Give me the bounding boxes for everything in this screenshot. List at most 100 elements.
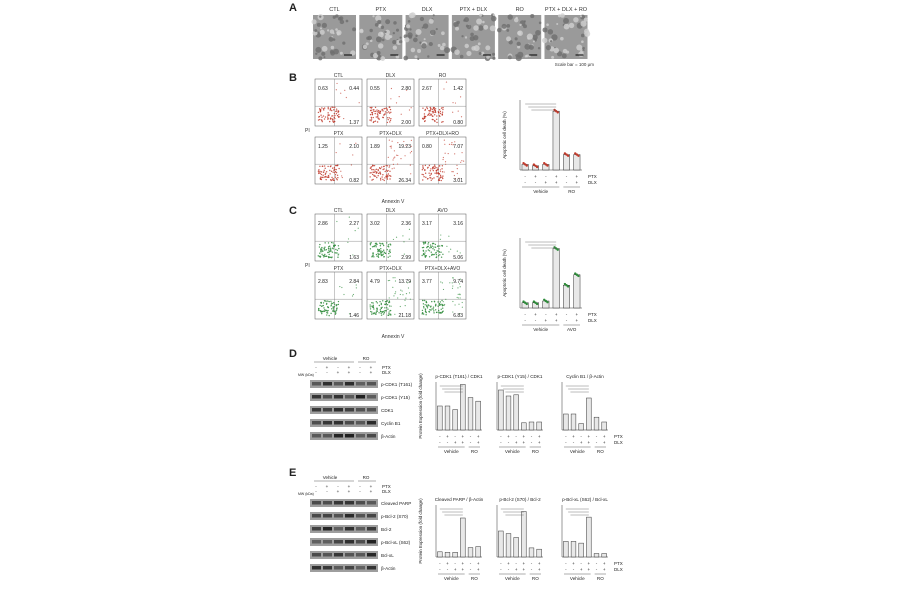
event-dot (386, 248, 388, 251)
event-dot (381, 176, 383, 178)
event-dot (333, 301, 335, 304)
sign-mark: + (348, 370, 351, 375)
event-dot (380, 312, 382, 315)
band-label: p-CDK1 (Y15) (381, 395, 410, 400)
cell (372, 15, 375, 18)
event-dot (440, 281, 442, 283)
event-dot (441, 176, 443, 179)
event-dot (369, 306, 371, 308)
event-dot (331, 247, 334, 249)
event-dot (332, 106, 334, 109)
event-dot (390, 111, 392, 113)
event-dot (388, 252, 390, 255)
event-dot (428, 164, 431, 167)
cell (428, 18, 434, 24)
sign-mark: - (439, 567, 441, 572)
band (345, 408, 354, 412)
event-dot (376, 111, 378, 113)
cell (492, 56, 496, 60)
band-label: Bcl-xL (381, 553, 394, 558)
event-dot (321, 107, 323, 109)
event-dot (327, 117, 329, 119)
event-dot (374, 169, 376, 171)
event-dot (376, 255, 378, 257)
quadrant-value: 2.00 (401, 120, 411, 126)
quadrant-value: 2.83 (318, 279, 328, 285)
event-dot (408, 228, 411, 230)
cell (369, 39, 373, 43)
bar (513, 394, 519, 431)
event-dot (433, 300, 436, 302)
event-dot (456, 296, 458, 299)
event-dot (389, 119, 392, 122)
event-dot (441, 165, 444, 167)
cell (345, 19, 349, 23)
event-dot (319, 243, 321, 246)
event-dot (319, 255, 322, 258)
event-dot (323, 109, 325, 111)
event-dot (380, 303, 382, 306)
event-dot (388, 312, 390, 315)
sign-mark: + (555, 174, 558, 179)
event-dot (355, 142, 357, 144)
cell (408, 12, 414, 19)
event-dot (382, 116, 384, 119)
event-dot (380, 314, 383, 316)
event-dot (319, 304, 321, 307)
event-dot (422, 118, 424, 120)
sign-mark: + (538, 434, 541, 439)
event-dot (410, 173, 412, 175)
event-dot (440, 175, 442, 178)
flow-plot (314, 213, 363, 262)
sign-mark: + (555, 180, 558, 185)
event-dot (371, 173, 374, 176)
band (323, 540, 332, 544)
sign-mark: + (523, 567, 526, 572)
event-dot (452, 102, 454, 104)
event-dot (436, 169, 439, 171)
cell (319, 29, 325, 35)
band (334, 566, 343, 570)
event-dot (322, 254, 324, 257)
event-dot (425, 314, 427, 316)
event-dot (332, 242, 334, 244)
event-dot (389, 178, 391, 180)
event-dot (377, 172, 380, 175)
event-dot (439, 301, 442, 303)
cell (566, 50, 570, 54)
flow-plot (314, 136, 363, 185)
band (345, 395, 354, 399)
event-dot (332, 171, 334, 173)
bar (513, 537, 519, 558)
cell (352, 27, 357, 32)
sign-mark: + (538, 567, 541, 572)
event-dot (429, 244, 432, 246)
event-dot (331, 167, 334, 169)
sign-mark: + (588, 567, 591, 572)
event-dot (333, 172, 336, 174)
event-dot (381, 311, 383, 313)
sign-mark: - (470, 567, 472, 572)
event-dot (437, 245, 439, 247)
chart-ylabel: Apoptotic cell death (%) (502, 111, 507, 159)
quadrant-value: 2.10 (349, 144, 359, 150)
event-dot (352, 254, 354, 256)
event-dot (347, 241, 349, 243)
cell (542, 37, 548, 44)
event-dot (376, 171, 378, 173)
bar (573, 154, 581, 171)
event-dot (333, 168, 336, 170)
band (356, 501, 365, 505)
event-dot (333, 244, 336, 246)
group-label: RO (597, 576, 604, 581)
event-dot (431, 178, 434, 180)
cell (461, 35, 464, 38)
data-point (577, 154, 580, 157)
event-dot (457, 293, 459, 295)
event-dot (388, 297, 390, 299)
event-dot (369, 176, 371, 178)
event-dot (380, 251, 383, 253)
event-dot (331, 176, 333, 179)
event-dot (428, 250, 431, 252)
event-dot (432, 167, 434, 169)
